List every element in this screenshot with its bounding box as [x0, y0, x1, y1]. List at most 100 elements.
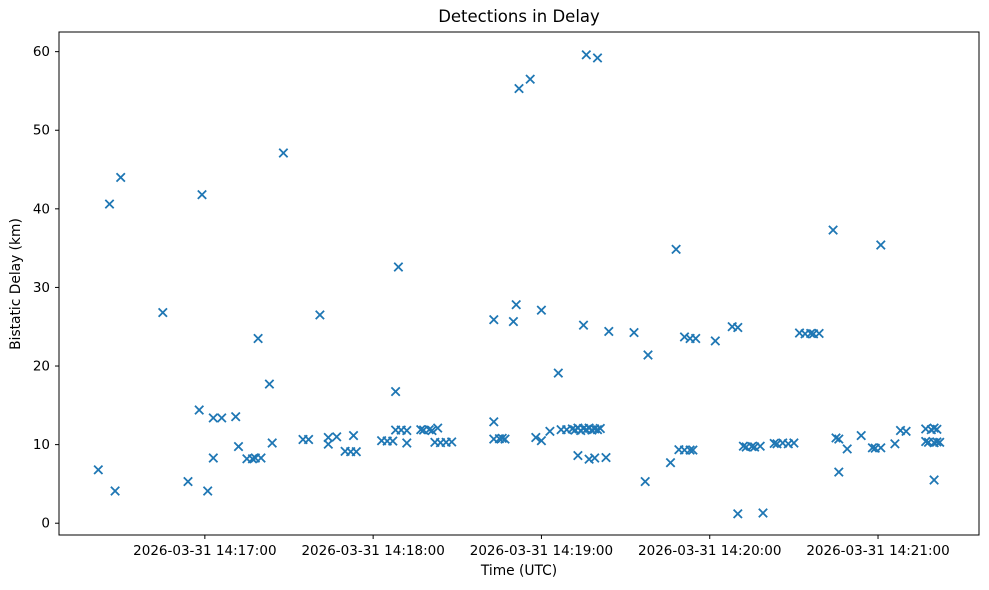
data-point-marker	[929, 475, 939, 485]
data-point-marker	[253, 333, 263, 344]
data-point-marker	[603, 326, 614, 337]
data-point-marker	[732, 322, 743, 333]
data-point-marker	[536, 305, 547, 316]
y-tick-label: 50	[33, 123, 50, 139]
data-point-marker	[833, 434, 844, 444]
x-tick-label: 2026-03-31 14:17:00	[133, 543, 276, 559]
data-point-marker	[104, 199, 115, 209]
data-point-marker	[514, 83, 524, 94]
data-point-marker	[629, 327, 639, 338]
data-point-marker	[875, 240, 886, 250]
data-point-marker	[110, 486, 120, 496]
data-point-marker	[665, 457, 676, 468]
data-point-marker	[323, 439, 334, 450]
y-axis-label: Bistatic Delay (km)	[8, 218, 24, 350]
data-point-marker	[194, 405, 205, 415]
data-point-marker	[932, 437, 942, 447]
data-point-marker	[710, 336, 721, 346]
data-point-marker	[247, 453, 258, 464]
y-tick-label: 0	[41, 516, 50, 532]
y-tick-label: 20	[33, 359, 50, 375]
data-point-marker	[688, 445, 698, 455]
data-point-marker	[497, 433, 508, 444]
x-axis-label: Time (UTC)	[480, 563, 558, 579]
data-point-marker	[208, 413, 219, 423]
data-point-marker	[488, 314, 499, 325]
data-point-marker	[93, 464, 104, 475]
data-point-marker	[856, 430, 867, 441]
data-point-marker	[278, 148, 289, 158]
data-point-marker	[500, 434, 510, 444]
data-point-marker	[643, 350, 653, 360]
data-point-marker	[432, 423, 443, 433]
y-tick-label: 40	[33, 201, 50, 217]
data-point-marker	[592, 424, 603, 435]
data-point-marker	[589, 453, 600, 463]
data-point-marker	[679, 332, 690, 342]
axes-frame	[58, 31, 980, 536]
data-point-marker	[746, 441, 757, 452]
data-point-marker	[755, 441, 766, 452]
data-point-marker	[183, 476, 193, 487]
x-tick-label: 2026-03-31 14:18:00	[301, 543, 444, 559]
data-point-marker	[581, 49, 592, 60]
data-point-marker	[202, 486, 213, 496]
data-point-marker	[488, 416, 499, 427]
data-point-marker	[738, 441, 749, 452]
data-point-marker	[230, 411, 241, 422]
data-point-marker	[267, 438, 278, 448]
data-point-marker	[934, 437, 945, 448]
data-point-marker	[315, 310, 325, 320]
data-point-marker	[592, 53, 603, 63]
data-point-marker	[348, 430, 359, 441]
data-point-marker	[831, 433, 841, 443]
x-tick-label: 2026-03-31 14:20:00	[638, 543, 781, 559]
data-point-marker	[536, 435, 547, 446]
data-point-marker	[805, 328, 816, 339]
data-point-marker	[595, 423, 606, 434]
data-point-marker	[256, 453, 266, 463]
data-point-marker	[732, 508, 743, 519]
data-point-marker	[932, 424, 942, 435]
data-point-marker	[115, 172, 126, 183]
data-point-marker	[197, 189, 207, 200]
data-point-marker	[814, 328, 824, 339]
y-tick-label: 30	[33, 280, 50, 296]
data-point-marker	[929, 423, 939, 433]
data-point-marker	[553, 368, 564, 378]
data-point-marker	[901, 426, 911, 437]
data-point-marker	[578, 320, 589, 331]
data-point-marker	[511, 299, 522, 310]
data-point-marker	[530, 432, 541, 443]
data-point-marker	[233, 441, 244, 452]
data-point-marker	[508, 316, 519, 327]
y-tick-label: 10	[33, 437, 50, 453]
x-tick-label: 2026-03-31 14:21:00	[806, 543, 949, 559]
data-point-marker	[828, 225, 838, 235]
data-point-marker	[601, 452, 611, 463]
data-point-marker	[424, 424, 435, 435]
data-point-marker	[769, 438, 780, 449]
data-point-marker	[842, 444, 853, 454]
data-point-marker	[446, 437, 457, 447]
data-point-marker	[525, 74, 536, 85]
data-point-marker	[690, 333, 701, 344]
data-point-marker	[758, 508, 768, 518]
data-point-marker	[331, 431, 342, 442]
x-tick-label: 2026-03-31 14:19:00	[470, 543, 613, 559]
data-point-marker	[833, 467, 844, 477]
data-point-marker	[393, 262, 404, 272]
data-point-marker	[401, 425, 412, 436]
data-point-marker	[427, 425, 437, 436]
data-point-marker	[671, 244, 681, 255]
data-point-marker	[685, 445, 695, 455]
data-point-marker	[545, 426, 555, 437]
data-point-marker	[890, 438, 900, 449]
data-point-marker	[789, 438, 799, 448]
data-point-marker	[264, 379, 275, 389]
data-point-marker	[216, 413, 227, 423]
y-tick-label: 60	[33, 44, 50, 60]
data-point-marker	[640, 476, 651, 487]
chart-title: Detections in Delay	[438, 7, 600, 26]
